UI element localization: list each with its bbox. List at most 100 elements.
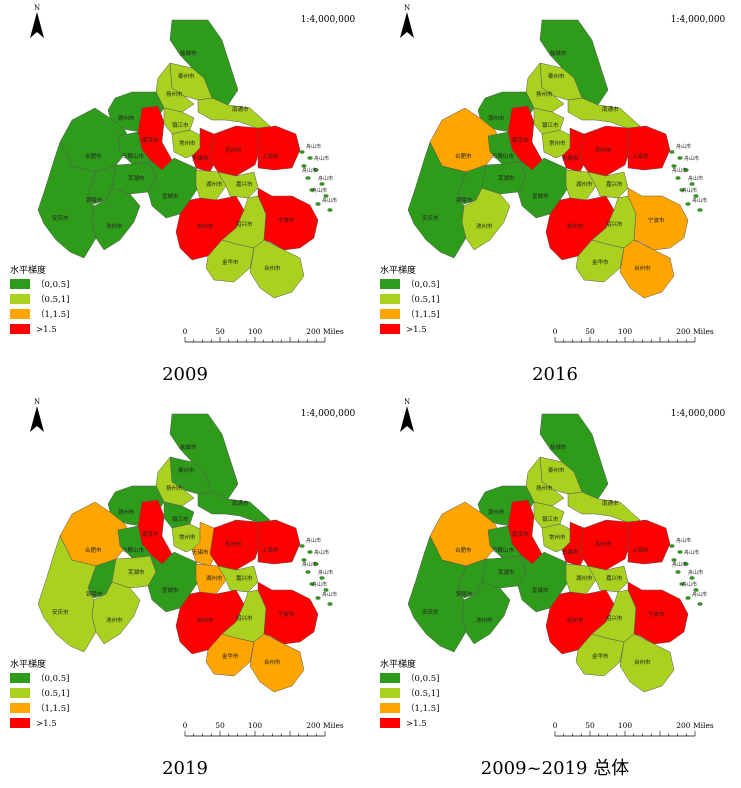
region-suzhou bbox=[209, 519, 263, 571]
region-zhoushan-island bbox=[679, 582, 685, 586]
city-label-taizhou_zj: 台州市 bbox=[264, 264, 281, 272]
region-taizhou_zj bbox=[619, 633, 675, 693]
region-zhoushan-island bbox=[307, 156, 313, 160]
city-label-hefei: 合肥市 bbox=[85, 152, 102, 160]
city-label-zhenjiang: 镇江市 bbox=[172, 515, 189, 523]
region-zhoushan-island bbox=[309, 582, 315, 586]
city-label-zhoushan: 舟山市 bbox=[672, 167, 687, 174]
region-zhoushan-island bbox=[675, 570, 681, 574]
city-label-zhoushan: 舟山市 bbox=[684, 155, 699, 162]
city-label-jinhua: 金华市 bbox=[592, 652, 609, 660]
city-label-tongling: 铜陵市 bbox=[456, 590, 473, 598]
scale-bar-label: 0 bbox=[553, 327, 558, 336]
city-label-suzhou: 苏州市 bbox=[225, 540, 242, 548]
scale-ratio: 1:4,000,000 bbox=[671, 409, 726, 419]
scale-ratio: 1:4,000,000 bbox=[671, 15, 726, 25]
region-nantong bbox=[567, 97, 641, 131]
city-label-ningbo: 宁波市 bbox=[648, 610, 665, 618]
scale-bar-label: 50 bbox=[585, 721, 595, 730]
city-label-xuancheng: 宣城市 bbox=[162, 586, 179, 594]
scale-bar-label: 200 Miles bbox=[676, 721, 714, 730]
region-ningbo bbox=[627, 187, 689, 251]
region-zhoushan-island bbox=[693, 588, 699, 592]
region-suzhou bbox=[579, 125, 633, 177]
city-label-taizhou_zj: 台州市 bbox=[634, 658, 651, 666]
scale-bar-label: 100 bbox=[248, 721, 263, 730]
city-label-maanshan: 马鞍山市 bbox=[122, 152, 145, 160]
region-zhoushan-island bbox=[669, 150, 675, 154]
city-label-taizhou_js: 泰州市 bbox=[548, 72, 565, 80]
city-label-nantong: 南通市 bbox=[602, 105, 619, 113]
city-label-zhoushan: 舟山市 bbox=[318, 569, 333, 576]
city-label-jiaxing: 嘉兴市 bbox=[606, 574, 623, 582]
city-label-zhoushan: 舟山市 bbox=[314, 549, 329, 556]
city-label-wuhu: 芜湖市 bbox=[128, 174, 145, 182]
city-label-wuxi: 无锡市 bbox=[192, 548, 209, 556]
city-label-huzhou: 湖州市 bbox=[206, 180, 223, 188]
scale-bar-label: 0 bbox=[183, 721, 188, 730]
city-label-taizhou_zj: 台州市 bbox=[264, 658, 281, 666]
city-label-ningbo: 宁波市 bbox=[278, 216, 295, 224]
scale-bar-label: 50 bbox=[585, 327, 595, 336]
city-label-zhoushan: 舟山市 bbox=[672, 561, 687, 568]
city-label-huzhou: 湖州市 bbox=[206, 574, 223, 582]
region-zhoushan-island bbox=[319, 576, 325, 580]
scale-bar-label: 0 bbox=[553, 721, 558, 730]
legend-label: >1.5 bbox=[406, 325, 427, 335]
city-label-anqing: 安庆市 bbox=[52, 214, 69, 222]
city-label-hefei: 合肥市 bbox=[85, 546, 102, 554]
legend-label: >1.5 bbox=[36, 719, 57, 729]
legend-label: （1,1.5] bbox=[36, 703, 69, 714]
city-label-maanshan: 马鞍山市 bbox=[492, 152, 515, 160]
region-shanghai bbox=[627, 519, 671, 565]
map-panel-2019: N 1:4,000,000 盐城市 泰州市 扬州市 南通市 滁州市 合肥市 南京市 镇江市 常州市无… bbox=[0, 394, 370, 788]
region-anqing bbox=[37, 141, 97, 259]
city-label-shaoxing: 绍兴市 bbox=[606, 614, 623, 622]
city-label-hefei: 合肥市 bbox=[455, 152, 472, 160]
city-label-yancheng: 盐城市 bbox=[550, 443, 567, 451]
city-label-wuhu: 芜湖市 bbox=[498, 568, 515, 576]
city-label-zhoushan: 舟山市 bbox=[688, 175, 703, 182]
north-label: N bbox=[404, 398, 410, 406]
city-label-suzhou: 苏州市 bbox=[595, 146, 612, 154]
scale-ratio: 1:4,000,000 bbox=[301, 409, 356, 419]
city-label-zhoushan: 舟山市 bbox=[318, 175, 333, 182]
panel-caption: 2019 bbox=[162, 758, 208, 779]
region-zhoushan-island bbox=[685, 202, 691, 206]
city-label-huzhou: 湖州市 bbox=[576, 574, 593, 582]
region-zhoushan-island bbox=[313, 562, 319, 566]
panel-caption: 2016 bbox=[532, 364, 578, 385]
city-label-jinhua: 金华市 bbox=[222, 258, 239, 266]
north-label: N bbox=[34, 398, 40, 406]
region-zhoushan-island bbox=[693, 194, 699, 198]
region-zhoushan-island bbox=[683, 562, 689, 566]
city-label-taizhou_js: 泰州市 bbox=[178, 72, 195, 80]
legend-swatch bbox=[380, 703, 400, 713]
region-chizhou bbox=[91, 187, 141, 251]
region-shanghai bbox=[257, 519, 301, 565]
city-label-shanghai: 上海市 bbox=[262, 152, 279, 160]
city-label-nanjing: 南京市 bbox=[142, 530, 159, 538]
city-label-jiaxing: 嘉兴市 bbox=[236, 574, 253, 582]
city-label-nanjing: 南京市 bbox=[512, 136, 529, 144]
legend-swatch bbox=[10, 324, 30, 334]
region-jinhua bbox=[205, 633, 255, 677]
city-label-shaoxing: 绍兴市 bbox=[606, 220, 623, 228]
city-label-taizhou_zj: 台州市 bbox=[634, 264, 651, 272]
city-label-taizhou_js: 泰州市 bbox=[178, 466, 195, 474]
region-anqing bbox=[37, 535, 97, 653]
legend-title: 水平梯度 bbox=[10, 264, 46, 276]
region-taizhou_zj bbox=[619, 239, 675, 299]
city-label-changzhou: 常州市 bbox=[179, 533, 196, 541]
region-nantong bbox=[197, 491, 271, 525]
region-zhoushan-island bbox=[675, 176, 681, 180]
city-label-anqing: 安庆市 bbox=[422, 214, 439, 222]
region-zhoushan-island bbox=[683, 168, 689, 172]
city-label-wuxi: 无锡市 bbox=[562, 154, 579, 162]
panel-caption: 2009~2019 总体 bbox=[481, 758, 629, 779]
region-ningbo bbox=[257, 187, 319, 251]
region-zhoushan-island bbox=[677, 156, 683, 160]
